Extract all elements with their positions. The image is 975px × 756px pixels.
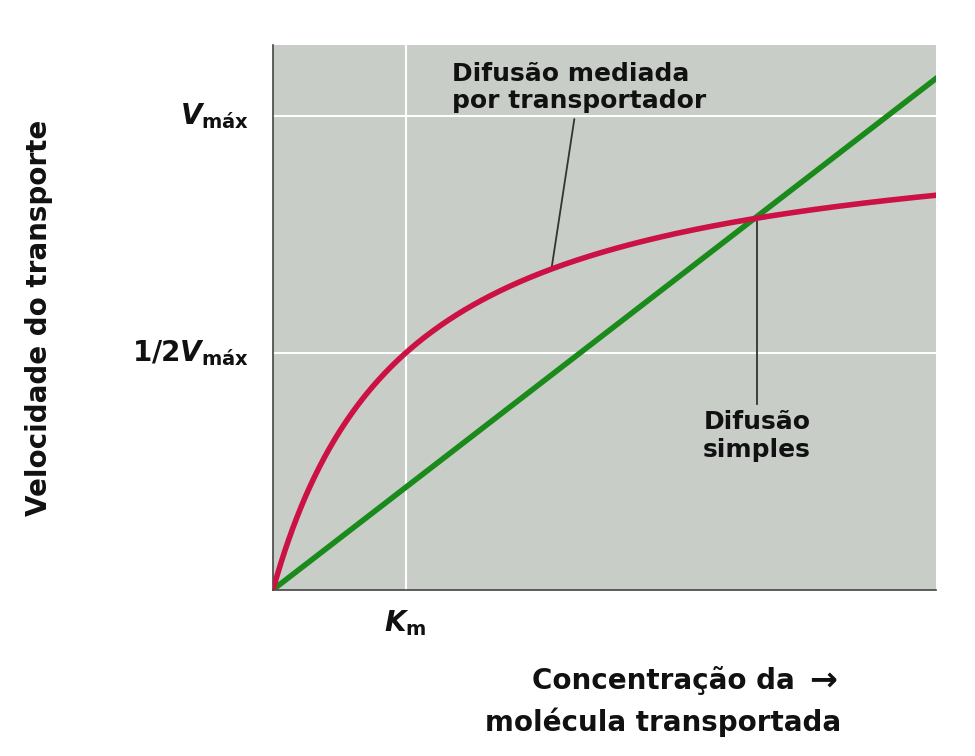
- Text: →: →: [809, 664, 838, 697]
- Text: $\mathit{V}_{\mathrm{máx}}$: $\mathit{V}_{\mathrm{máx}}$: [179, 101, 249, 132]
- Text: molécula transportada: molécula transportada: [485, 707, 841, 737]
- Text: $\mathit{K}_{\mathrm{m}}$: $\mathit{K}_{\mathrm{m}}$: [384, 609, 427, 638]
- Text: Concentração da: Concentração da: [531, 666, 795, 695]
- Text: Velocidade do transporte: Velocidade do transporte: [25, 119, 53, 516]
- Text: Difusão mediada
por transportador: Difusão mediada por transportador: [452, 62, 706, 266]
- Text: Difusão
simples: Difusão simples: [703, 219, 811, 462]
- Text: $1/2\mathit{V}_{\mathrm{máx}}$: $1/2\mathit{V}_{\mathrm{máx}}$: [132, 338, 249, 368]
